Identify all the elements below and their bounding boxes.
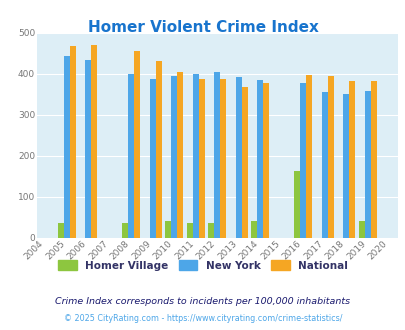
Text: © 2025 CityRating.com - https://www.cityrating.com/crime-statistics/: © 2025 CityRating.com - https://www.city… [64,314,341,323]
Bar [349,81,354,238]
Bar [58,223,63,238]
Bar [70,46,75,238]
Bar [134,51,140,238]
Bar [235,77,241,238]
Bar [251,221,256,238]
Bar [192,74,198,238]
Bar [165,221,171,238]
Bar [306,75,311,238]
Bar [214,72,220,238]
Bar [156,61,161,238]
Bar [263,83,269,238]
Bar [198,79,204,238]
Bar [220,79,226,238]
Text: Crime Index corresponds to incidents per 100,000 inhabitants: Crime Index corresponds to incidents per… [55,297,350,307]
Bar [85,60,91,238]
Bar [91,45,97,238]
Bar [364,91,370,238]
Bar [343,94,348,238]
Bar [171,76,177,238]
Bar [241,87,247,238]
Bar [177,72,183,238]
Bar [300,83,305,238]
Bar [321,91,327,238]
Bar [327,76,333,238]
Bar [208,223,213,238]
Bar [64,55,69,238]
Bar [257,81,262,238]
Bar [358,221,364,238]
Bar [186,223,192,238]
Bar [370,81,376,238]
Text: Homer Violent Crime Index: Homer Violent Crime Index [87,20,318,35]
Bar [149,79,155,238]
Legend: Homer Village, New York, National: Homer Village, New York, National [55,257,350,274]
Bar [122,223,128,238]
Bar [128,74,134,238]
Bar [294,171,299,238]
